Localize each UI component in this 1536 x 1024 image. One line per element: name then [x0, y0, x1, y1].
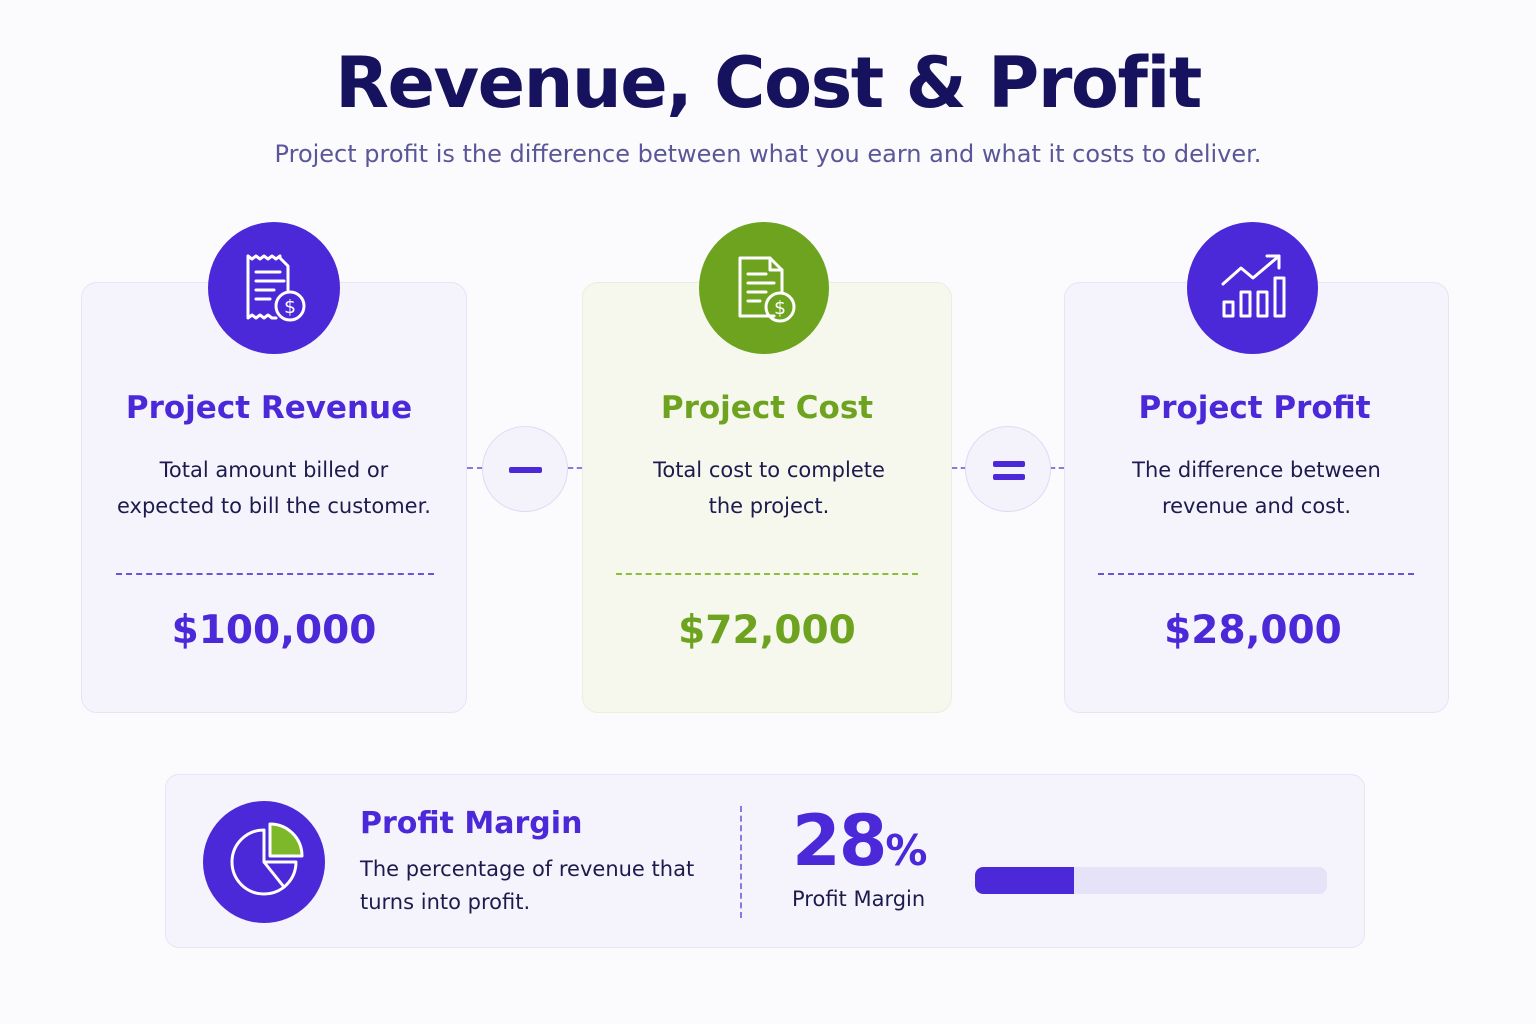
- revenue-divider: [116, 573, 434, 575]
- revenue-desc: Total amount billed or expected to bill …: [81, 452, 467, 524]
- equals-operator: [965, 426, 1051, 512]
- cost-desc: Total cost to complete the project.: [582, 452, 956, 524]
- minus-operator: [482, 426, 568, 512]
- profit-margin-value: 28%: [792, 800, 928, 882]
- profit-margin-label: Profit Margin: [792, 887, 926, 911]
- revenue-desc-line1: Total amount billed or: [159, 458, 389, 482]
- minus-icon: [509, 467, 542, 473]
- profit-margin-desc-line1: The percentage of revenue that: [360, 857, 695, 881]
- profit-margin-title: Profit Margin: [360, 806, 583, 841]
- document-dollar-icon: $: [699, 222, 829, 354]
- svg-text:$: $: [774, 297, 786, 319]
- page-subtitle: Project profit is the difference between…: [274, 140, 1262, 168]
- cost-title: Project Cost: [660, 390, 874, 426]
- profit-margin-number: 28: [792, 800, 887, 882]
- connector-line: [467, 467, 483, 469]
- revenue-desc-line2: expected to bill the customer.: [117, 494, 431, 518]
- equals-icon-bar: [993, 474, 1025, 480]
- connector-line: [952, 467, 966, 469]
- profit-margin-panel: [165, 774, 1365, 948]
- growth-chart-icon: [1187, 222, 1318, 354]
- profit-margin-progress-fill: [975, 867, 1074, 894]
- profit-margin-desc-line2: turns into profit.: [360, 890, 531, 914]
- revenue-title: Project Revenue: [125, 390, 413, 426]
- profit-title: Project Profit: [1138, 390, 1371, 426]
- cost-divider: [616, 573, 918, 575]
- connector-line: [568, 467, 582, 469]
- pie-chart-icon: [203, 801, 325, 923]
- profit-margin-divider: [740, 806, 742, 918]
- cost-desc-line2: the project.: [708, 494, 830, 518]
- revenue-value: $100,000: [171, 608, 377, 653]
- svg-text:$: $: [284, 296, 296, 318]
- receipt-dollar-icon: $: [208, 222, 340, 354]
- page-title: Revenue, Cost & Profit: [335, 42, 1202, 124]
- cost-value: $72,000: [678, 608, 856, 653]
- profit-desc: The difference between revenue and cost.: [1064, 452, 1449, 524]
- profit-divider: [1098, 573, 1414, 575]
- connector-line: [1050, 467, 1064, 469]
- profit-desc-line2: revenue and cost.: [1161, 494, 1352, 518]
- equals-icon: [993, 461, 1025, 467]
- profit-value: $28,000: [1164, 608, 1342, 653]
- profit-margin-unit: %: [885, 826, 928, 875]
- profit-desc-line1: The difference between: [1132, 458, 1381, 482]
- cost-desc-line1: Total cost to complete: [653, 458, 885, 482]
- profit-margin-desc: The percentage of revenue that turns int…: [360, 853, 720, 919]
- profit-margin-progress-track: [975, 867, 1327, 894]
